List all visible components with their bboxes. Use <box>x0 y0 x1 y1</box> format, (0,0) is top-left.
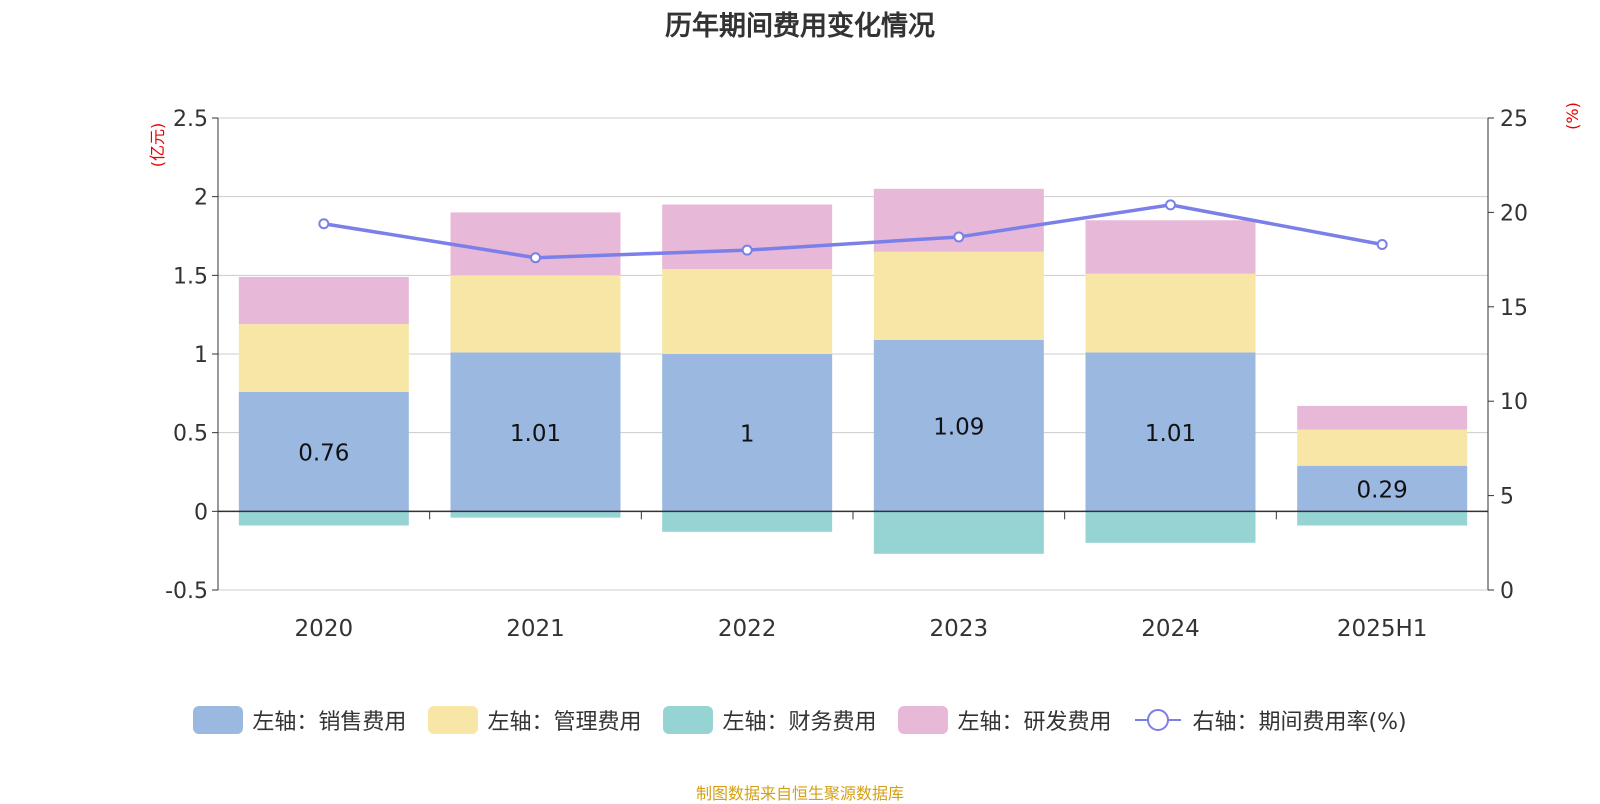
y-right-unit: (%) <box>1563 102 1582 130</box>
bar-segment <box>1297 511 1468 526</box>
legend-item[interactable]: 左轴：研发费用 <box>898 704 1111 736</box>
rate-line <box>323 203 1383 260</box>
data-label: 0.76 <box>298 441 349 467</box>
legend-swatch <box>663 706 714 734</box>
y-left-tick-label: 2 <box>194 186 208 211</box>
y-right-tick-label: 0 <box>1500 579 1514 604</box>
bar-segment <box>1297 465 1468 512</box>
bar-segment <box>873 511 1044 554</box>
x-tick-label: 2021 <box>506 616 565 642</box>
y-left-tick-label: 0.5 <box>173 422 208 447</box>
legend-label: 右轴：期间费用率(%) <box>1192 710 1407 735</box>
data-label: 1 <box>740 422 755 448</box>
bar-segment <box>662 354 833 512</box>
legend-item[interactable]: 左轴：管理费用 <box>428 704 641 736</box>
rate-point <box>318 218 330 230</box>
y-left-tick-label: 1.5 <box>173 264 208 289</box>
bar-segment <box>450 212 621 276</box>
bar-segment <box>1297 429 1468 466</box>
rate-point <box>530 252 541 264</box>
y-right-tick-label: 10 <box>1500 390 1528 415</box>
y-left-tick-label: -0.5 <box>165 579 208 604</box>
bar-segment <box>450 511 621 518</box>
rate-point <box>953 231 965 243</box>
data-label: 1.01 <box>510 421 561 447</box>
bar-segment <box>1085 352 1256 512</box>
legend-item[interactable]: 左轴：财务费用 <box>663 704 876 736</box>
rate-point <box>1376 238 1388 250</box>
x-tick-label: 2025H1 <box>1337 616 1427 642</box>
y-right-tick-label: 25 <box>1500 107 1528 132</box>
y-right-tick-label: 20 <box>1500 201 1528 226</box>
y-left-tick-label: 0 <box>194 500 208 525</box>
y-left-tick-label: 1 <box>194 343 208 368</box>
x-tick-label: 2020 <box>295 616 354 642</box>
rate-point <box>1165 199 1176 211</box>
data-label: 0.29 <box>1357 478 1408 504</box>
bar-segment <box>873 251 1044 340</box>
x-tick-label: 2023 <box>930 616 989 642</box>
legend-label: 左轴：财务费用 <box>722 710 877 735</box>
legend-label: 左轴：管理费用 <box>487 710 642 735</box>
data-label: 1.09 <box>933 415 984 441</box>
bar-segment <box>662 269 833 354</box>
data-label: 1.01 <box>1145 421 1196 447</box>
bar-segment <box>238 324 409 392</box>
source-note: 制图数据来自恒生聚源数据库 <box>695 784 904 803</box>
rate-point <box>741 244 753 256</box>
legend-swatch <box>193 706 244 734</box>
y-left-unit: (亿元) <box>148 123 167 168</box>
y-right-tick-label: 5 <box>1500 485 1514 510</box>
bar-segment <box>1085 511 1256 543</box>
y-left-tick-label: 2.5 <box>173 107 208 132</box>
x-tick-label: 2024 <box>1141 616 1200 642</box>
legend-label: 左轴：研发费用 <box>957 710 1112 735</box>
legend-label: 左轴：销售费用 <box>252 710 407 735</box>
x-tick-label: 2022 <box>718 616 777 642</box>
bar-segment <box>662 204 833 270</box>
legend-item[interactable]: 右轴：期间费用率(%) <box>1133 704 1407 736</box>
bar-segment <box>1085 220 1256 274</box>
y-right-tick-label: 15 <box>1500 296 1528 321</box>
bar-segment <box>450 275 621 353</box>
legend-swatch <box>898 706 949 734</box>
bar-segment <box>238 391 409 512</box>
legend-swatch <box>428 706 479 734</box>
bar-segment <box>450 352 621 512</box>
bar-segment <box>238 276 409 325</box>
chart-title: 历年期间费用变化情况 <box>665 11 935 42</box>
bar-segment <box>1297 405 1468 430</box>
legend-line-marker <box>1135 709 1182 731</box>
bar-segment <box>873 339 1044 512</box>
bar-segment <box>238 511 409 526</box>
bar-segment <box>1085 273 1256 353</box>
legend-item[interactable]: 左轴：销售费用 <box>193 704 406 736</box>
bar-segment <box>662 511 833 532</box>
legend: 左轴：销售费用 左轴：管理费用 左轴：财务费用 左轴：研发费用 右轴：期间费用率(%) <box>0 704 1600 736</box>
